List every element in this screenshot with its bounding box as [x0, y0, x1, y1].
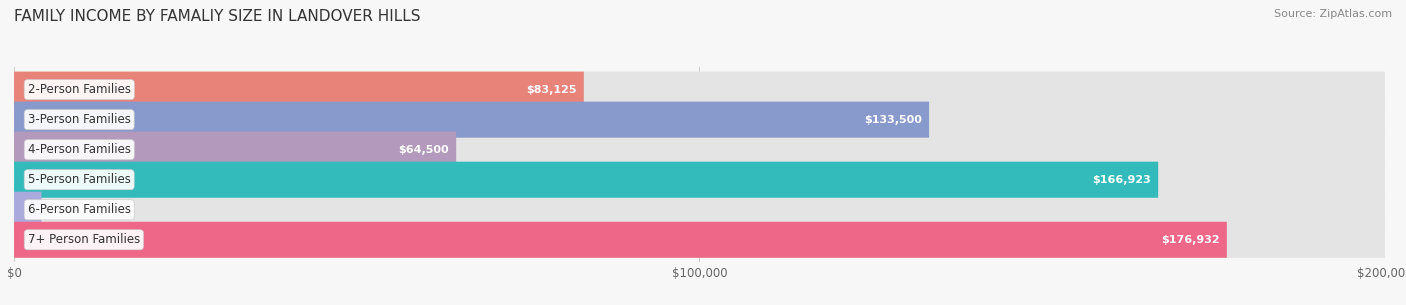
Text: FAMILY INCOME BY FAMALIY SIZE IN LANDOVER HILLS: FAMILY INCOME BY FAMALIY SIZE IN LANDOVE…: [14, 9, 420, 24]
Text: 5-Person Families: 5-Person Families: [28, 173, 131, 186]
FancyBboxPatch shape: [14, 132, 1385, 168]
Text: $176,932: $176,932: [1161, 235, 1220, 245]
Text: $166,923: $166,923: [1092, 175, 1152, 185]
Text: 6-Person Families: 6-Person Families: [28, 203, 131, 216]
FancyBboxPatch shape: [14, 222, 1227, 258]
FancyBboxPatch shape: [14, 72, 1385, 108]
Text: $64,500: $64,500: [399, 145, 450, 155]
FancyBboxPatch shape: [14, 102, 929, 138]
FancyBboxPatch shape: [14, 222, 1385, 258]
Text: $133,500: $133,500: [865, 115, 922, 125]
FancyBboxPatch shape: [14, 192, 1385, 228]
Text: 7+ Person Families: 7+ Person Families: [28, 233, 141, 246]
FancyBboxPatch shape: [14, 192, 42, 228]
FancyBboxPatch shape: [14, 72, 583, 108]
Text: 2-Person Families: 2-Person Families: [28, 83, 131, 96]
FancyBboxPatch shape: [14, 132, 456, 168]
Text: 4-Person Families: 4-Person Families: [28, 143, 131, 156]
FancyBboxPatch shape: [14, 162, 1385, 198]
Text: Source: ZipAtlas.com: Source: ZipAtlas.com: [1274, 9, 1392, 19]
Text: $83,125: $83,125: [526, 84, 576, 95]
FancyBboxPatch shape: [14, 162, 1159, 198]
Text: 3-Person Families: 3-Person Families: [28, 113, 131, 126]
FancyBboxPatch shape: [14, 102, 1385, 138]
Text: $0: $0: [62, 205, 77, 215]
